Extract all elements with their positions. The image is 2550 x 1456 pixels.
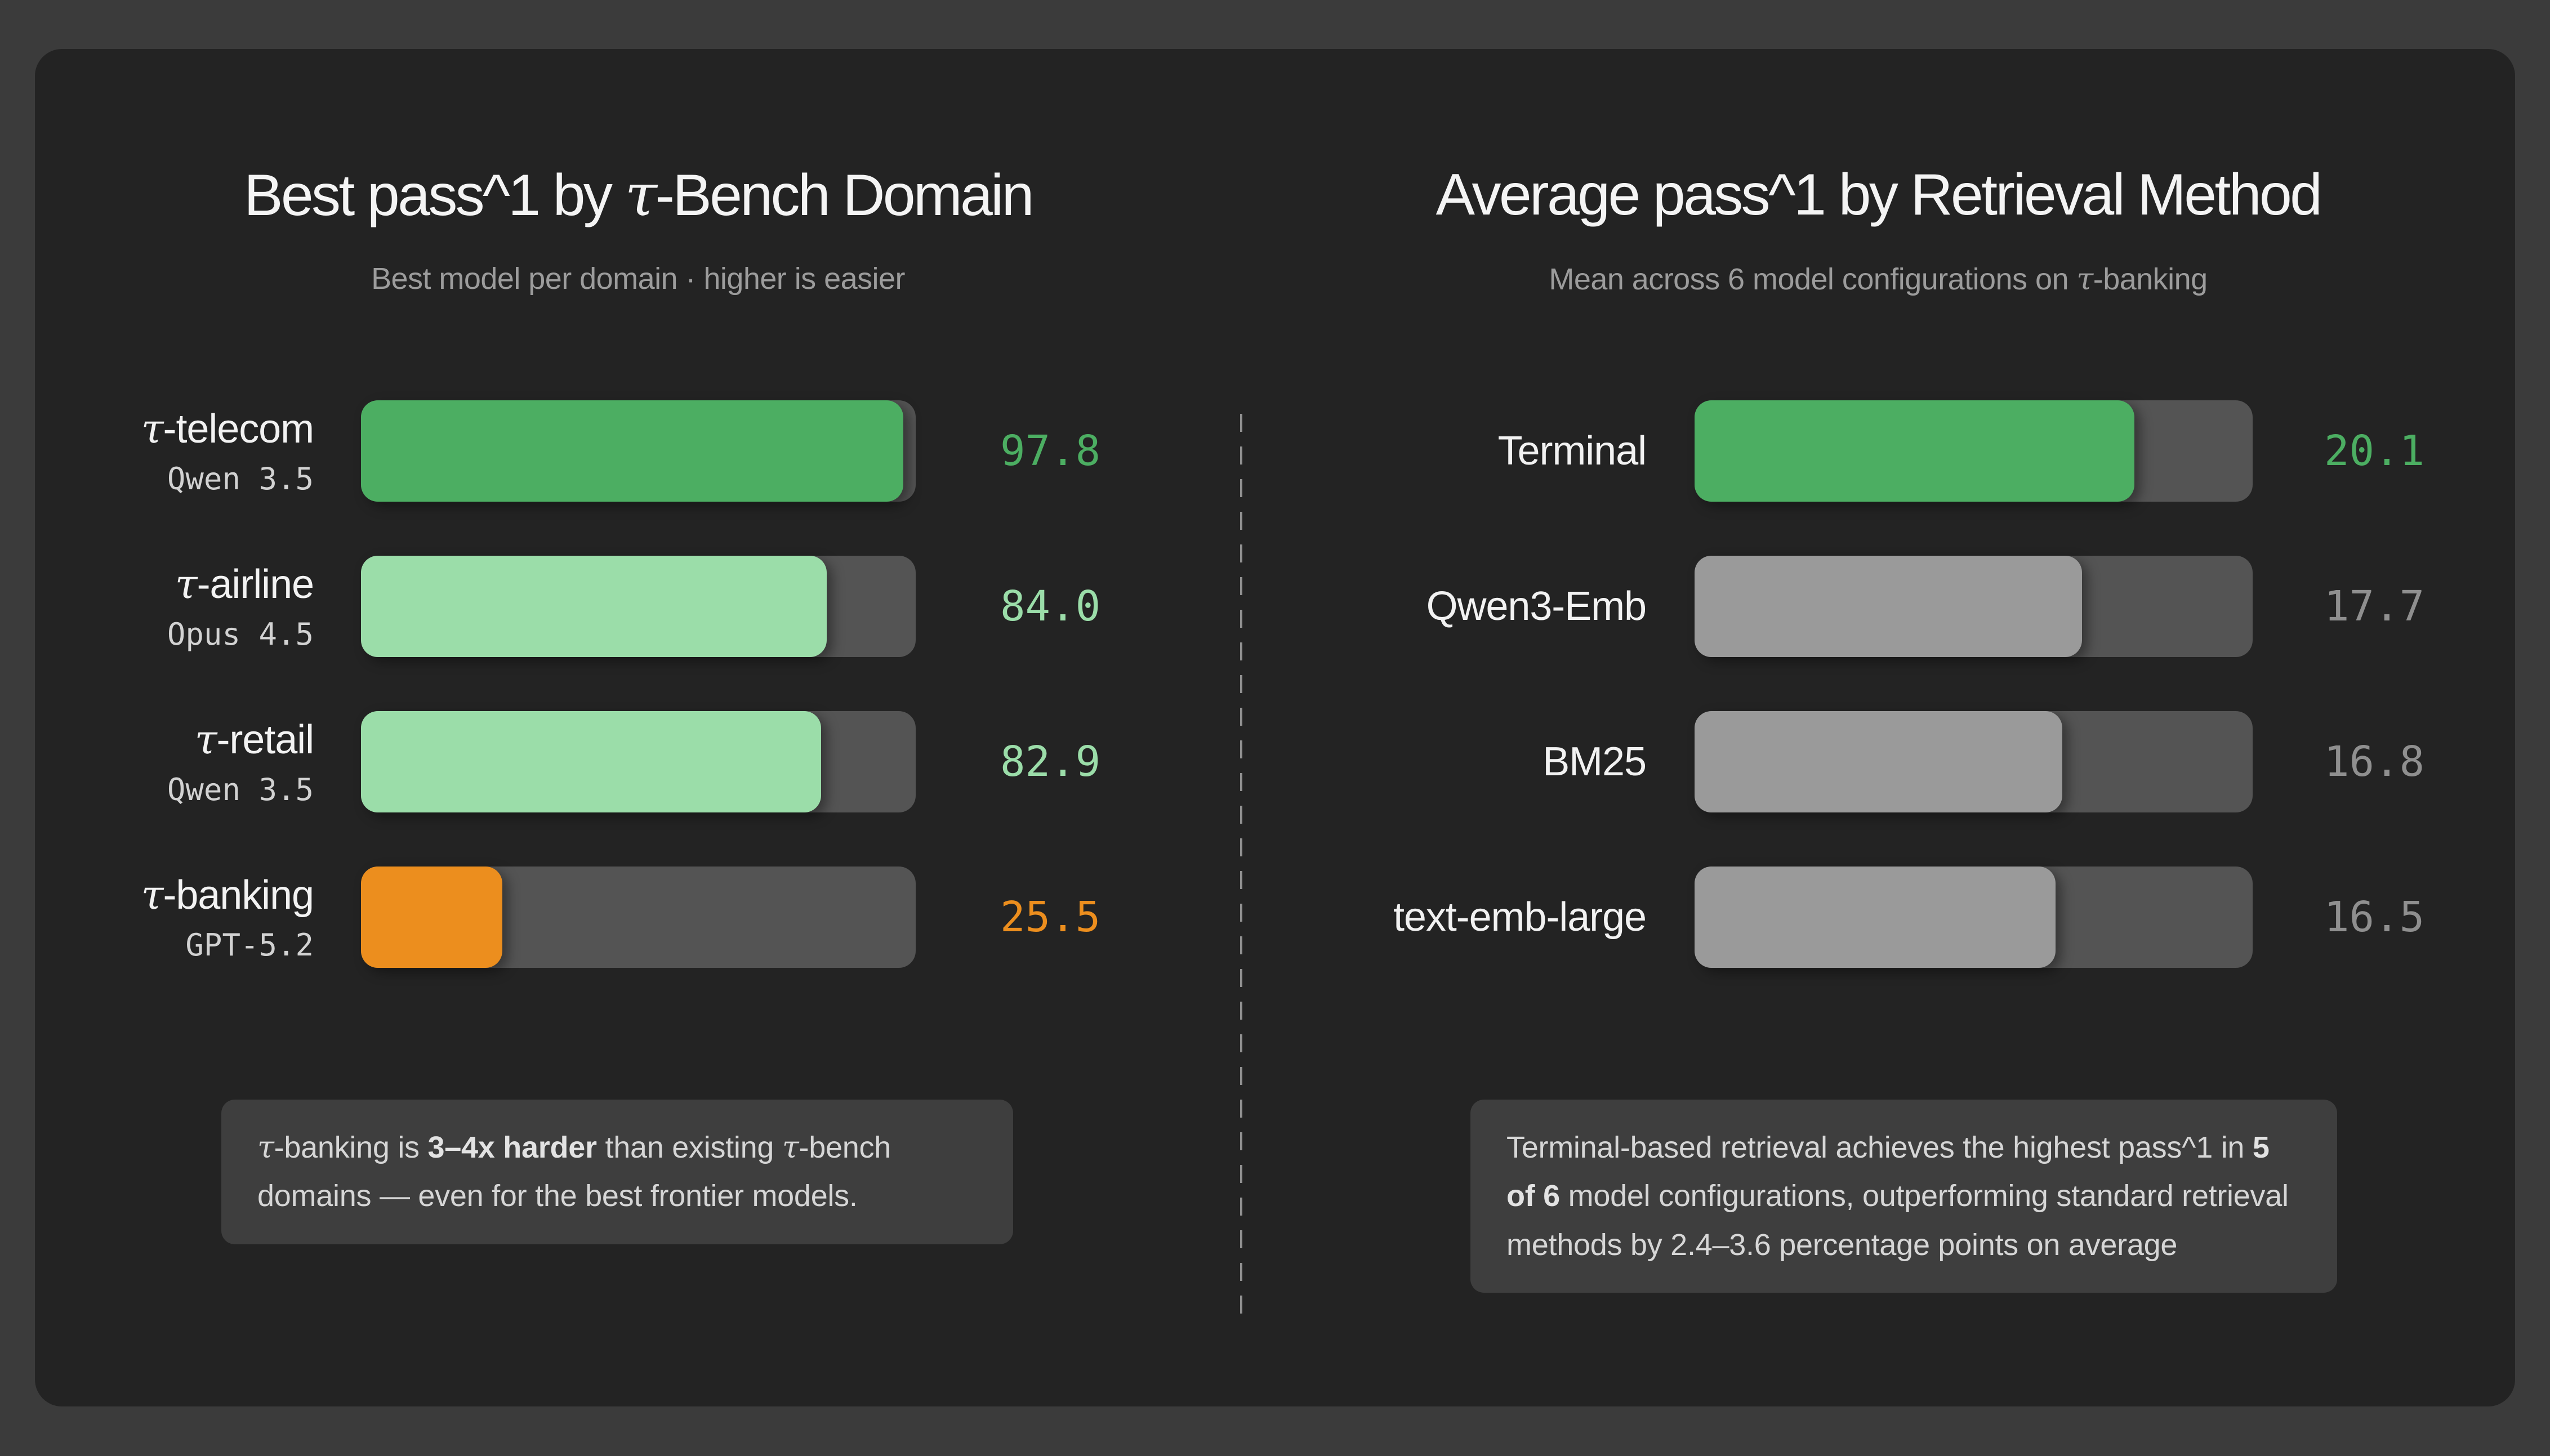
bar-row: τ-airline Opus 4.5 84.0 bbox=[35, 556, 1241, 657]
bar-value: 97.8 bbox=[1000, 427, 1101, 475]
bar-row: text-emb-large 16.5 bbox=[1241, 867, 2515, 968]
row-labels: Qwen3-Emb bbox=[1241, 556, 1647, 657]
chart-title: Best pass^1 by τ-Bench Domain bbox=[244, 160, 1034, 229]
bar-rows: τ-telecom Qwen 3.5 97.8 τ-airline Opus 4… bbox=[35, 400, 1241, 968]
row-label: BM25 bbox=[1543, 739, 1647, 784]
bar-value: 16.8 bbox=[2324, 738, 2425, 786]
row-label: Qwen3-Emb bbox=[1426, 584, 1647, 629]
left-chart-panel: Best pass^1 by τ-Bench Domain Best model… bbox=[35, 49, 1241, 1406]
bar-track bbox=[361, 556, 916, 657]
insight-note: Terminal-based retrieval achieves the hi… bbox=[1470, 1100, 2337, 1293]
row-labels: τ-telecom Qwen 3.5 bbox=[35, 400, 314, 502]
bar-fill bbox=[361, 867, 503, 968]
right-chart-panel: Average pass^1 by Retrieval Method Mean … bbox=[1241, 49, 2515, 1406]
row-label: τ-airline bbox=[175, 560, 314, 608]
bar-fill bbox=[1695, 556, 2082, 657]
row-labels: τ-retail Qwen 3.5 bbox=[35, 711, 314, 812]
row-labels: text-emb-large bbox=[1241, 867, 1647, 968]
row-label: τ-retail bbox=[194, 715, 314, 763]
chart-card: Best pass^1 by τ-Bench Domain Best model… bbox=[35, 49, 2515, 1406]
bar-fill bbox=[1695, 400, 2135, 502]
bar-value: 84.0 bbox=[1000, 582, 1101, 631]
tau-glyph: τ bbox=[625, 160, 657, 229]
row-labels: BM25 bbox=[1241, 711, 1647, 812]
row-label: τ-telecom bbox=[141, 404, 314, 452]
tau-glyph: τ bbox=[175, 560, 198, 608]
tau-glyph: τ bbox=[782, 1129, 799, 1165]
row-label: Terminal bbox=[1497, 428, 1647, 474]
bar-value: 25.5 bbox=[1000, 893, 1101, 941]
row-sublabel: Qwen 3.5 bbox=[167, 771, 314, 807]
bar-fill bbox=[361, 400, 904, 502]
bar-value: 82.9 bbox=[1000, 738, 1101, 786]
bar-value: 16.5 bbox=[2324, 893, 2425, 941]
tau-glyph: τ bbox=[141, 870, 164, 918]
bar-rows: Terminal 20.1 Qwen3-Emb 17.7 bbox=[1241, 400, 2515, 968]
insight-note: τ-banking is 3–4x harder than existing τ… bbox=[221, 1100, 1013, 1244]
bar-row: τ-telecom Qwen 3.5 97.8 bbox=[35, 400, 1241, 502]
row-sublabel: Opus 4.5 bbox=[167, 616, 314, 652]
row-label: τ-banking bbox=[141, 870, 314, 918]
bar-row: Terminal 20.1 bbox=[1241, 400, 2515, 502]
chart-subtitle: Mean across 6 model configurations on τ-… bbox=[1549, 261, 2208, 297]
row-sublabel: GPT-5.2 bbox=[185, 927, 314, 963]
bar-track bbox=[1695, 556, 2253, 657]
bar-fill bbox=[361, 711, 821, 812]
bar-fill bbox=[361, 556, 827, 657]
bar-row: BM25 16.8 bbox=[1241, 711, 2515, 812]
bar-fill bbox=[1695, 711, 2062, 812]
row-labels: τ-airline Opus 4.5 bbox=[35, 556, 314, 657]
bar-row: τ-banking GPT-5.2 25.5 bbox=[35, 867, 1241, 968]
chart-subtitle: Best model per domain · higher is easier bbox=[371, 262, 905, 296]
tau-glyph: τ bbox=[2076, 261, 2093, 297]
bar-track bbox=[361, 711, 916, 812]
chart-title: Average pass^1 by Retrieval Method bbox=[1436, 162, 2322, 227]
bar-row: τ-retail Qwen 3.5 82.9 bbox=[35, 711, 1241, 812]
bar-value: 17.7 bbox=[2324, 582, 2425, 631]
bar-track bbox=[1695, 867, 2253, 968]
row-sublabel: Qwen 3.5 bbox=[167, 461, 314, 497]
bar-value: 20.1 bbox=[2324, 427, 2425, 475]
tau-glyph: τ bbox=[257, 1129, 274, 1165]
bar-track bbox=[1695, 400, 2253, 502]
bar-track bbox=[1695, 711, 2253, 812]
row-label: text-emb-large bbox=[1393, 895, 1647, 940]
row-labels: Terminal bbox=[1241, 400, 1647, 502]
bar-fill bbox=[1695, 867, 2056, 968]
bar-track bbox=[361, 400, 916, 502]
row-labels: τ-banking GPT-5.2 bbox=[35, 867, 314, 968]
bar-track bbox=[361, 867, 916, 968]
tau-glyph: τ bbox=[141, 404, 164, 452]
bar-row: Qwen3-Emb 17.7 bbox=[1241, 556, 2515, 657]
tau-glyph: τ bbox=[194, 715, 217, 763]
panel-divider bbox=[1240, 414, 1242, 1315]
